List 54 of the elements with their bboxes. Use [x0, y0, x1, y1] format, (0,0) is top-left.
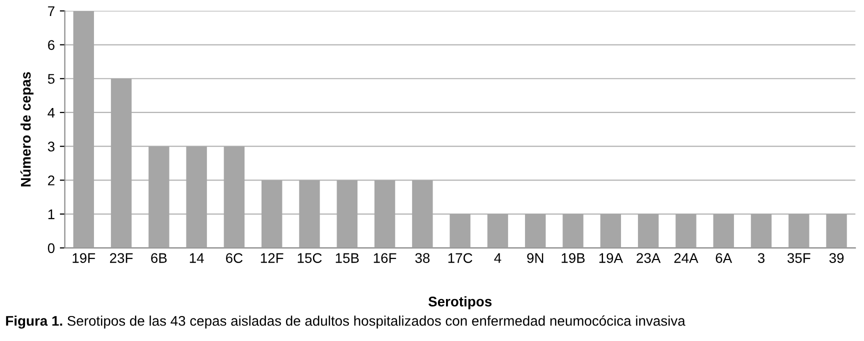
x-tick-label: 14	[190, 253, 204, 263]
x-tick-label: 17C	[448, 253, 472, 263]
x-tick-label: 19B	[562, 253, 585, 263]
y-axis-title: Número de cepas	[20, 72, 34, 186]
bar	[826, 214, 847, 248]
y-tick-label: 7	[48, 6, 54, 16]
bar	[788, 214, 810, 248]
x-tick-label: 6C	[226, 253, 243, 263]
y-tick-label: 3	[48, 142, 54, 152]
x-tick-label: 23A	[636, 253, 661, 263]
x-tick-label: 4	[494, 253, 502, 263]
x-tick-label: 6B	[151, 253, 167, 263]
y-tick-label: 1	[48, 210, 54, 220]
x-tick-label: 12F	[260, 253, 284, 263]
bar	[148, 146, 170, 248]
bar	[638, 214, 659, 248]
x-tick-label: 39	[829, 253, 844, 263]
x-tick-label: 38	[415, 253, 430, 263]
x-tick-label: 23F	[110, 253, 133, 263]
x-tick-label: 15B	[336, 253, 359, 263]
bar	[450, 214, 470, 248]
y-tick-label: 2	[48, 176, 54, 186]
bar	[750, 214, 772, 248]
x-tick-label: 24A	[674, 253, 698, 263]
bar	[186, 146, 207, 248]
bar	[525, 214, 546, 248]
bar	[562, 214, 584, 248]
x-tick-label: 6A	[716, 253, 732, 263]
bar	[224, 146, 245, 248]
x-tick-label: 35F	[787, 253, 810, 263]
bar	[412, 180, 433, 248]
y-tick-label: 0	[48, 243, 55, 254]
bar	[374, 180, 396, 248]
y-tick-label: 4	[48, 108, 55, 118]
bar	[713, 214, 734, 248]
x-tick-label: 15C	[298, 253, 322, 263]
bar	[110, 78, 132, 248]
x-tick-label: 16F	[374, 253, 396, 263]
bar	[299, 180, 320, 248]
text: Serotipos de las 43 cepas aisladas de adultos hospitalizados con enfermedad neumocócica invasiva	[68, 315, 686, 329]
bar	[676, 214, 696, 248]
x-tick-label: 19F	[72, 253, 96, 263]
bar	[600, 214, 622, 248]
x-tick-label: 19A	[599, 253, 623, 263]
text: Figura 1.	[6, 316, 62, 329]
x-axis-title: Serotipos	[428, 296, 492, 310]
bar	[262, 180, 282, 248]
y-tick-label: 5	[48, 74, 54, 84]
x-tick-label: 3	[758, 253, 764, 263]
bar	[73, 10, 94, 248]
bar	[336, 180, 358, 248]
y-tick-label: 6	[48, 40, 54, 50]
x-tick-label: 9N	[527, 253, 544, 263]
bar	[487, 214, 508, 248]
